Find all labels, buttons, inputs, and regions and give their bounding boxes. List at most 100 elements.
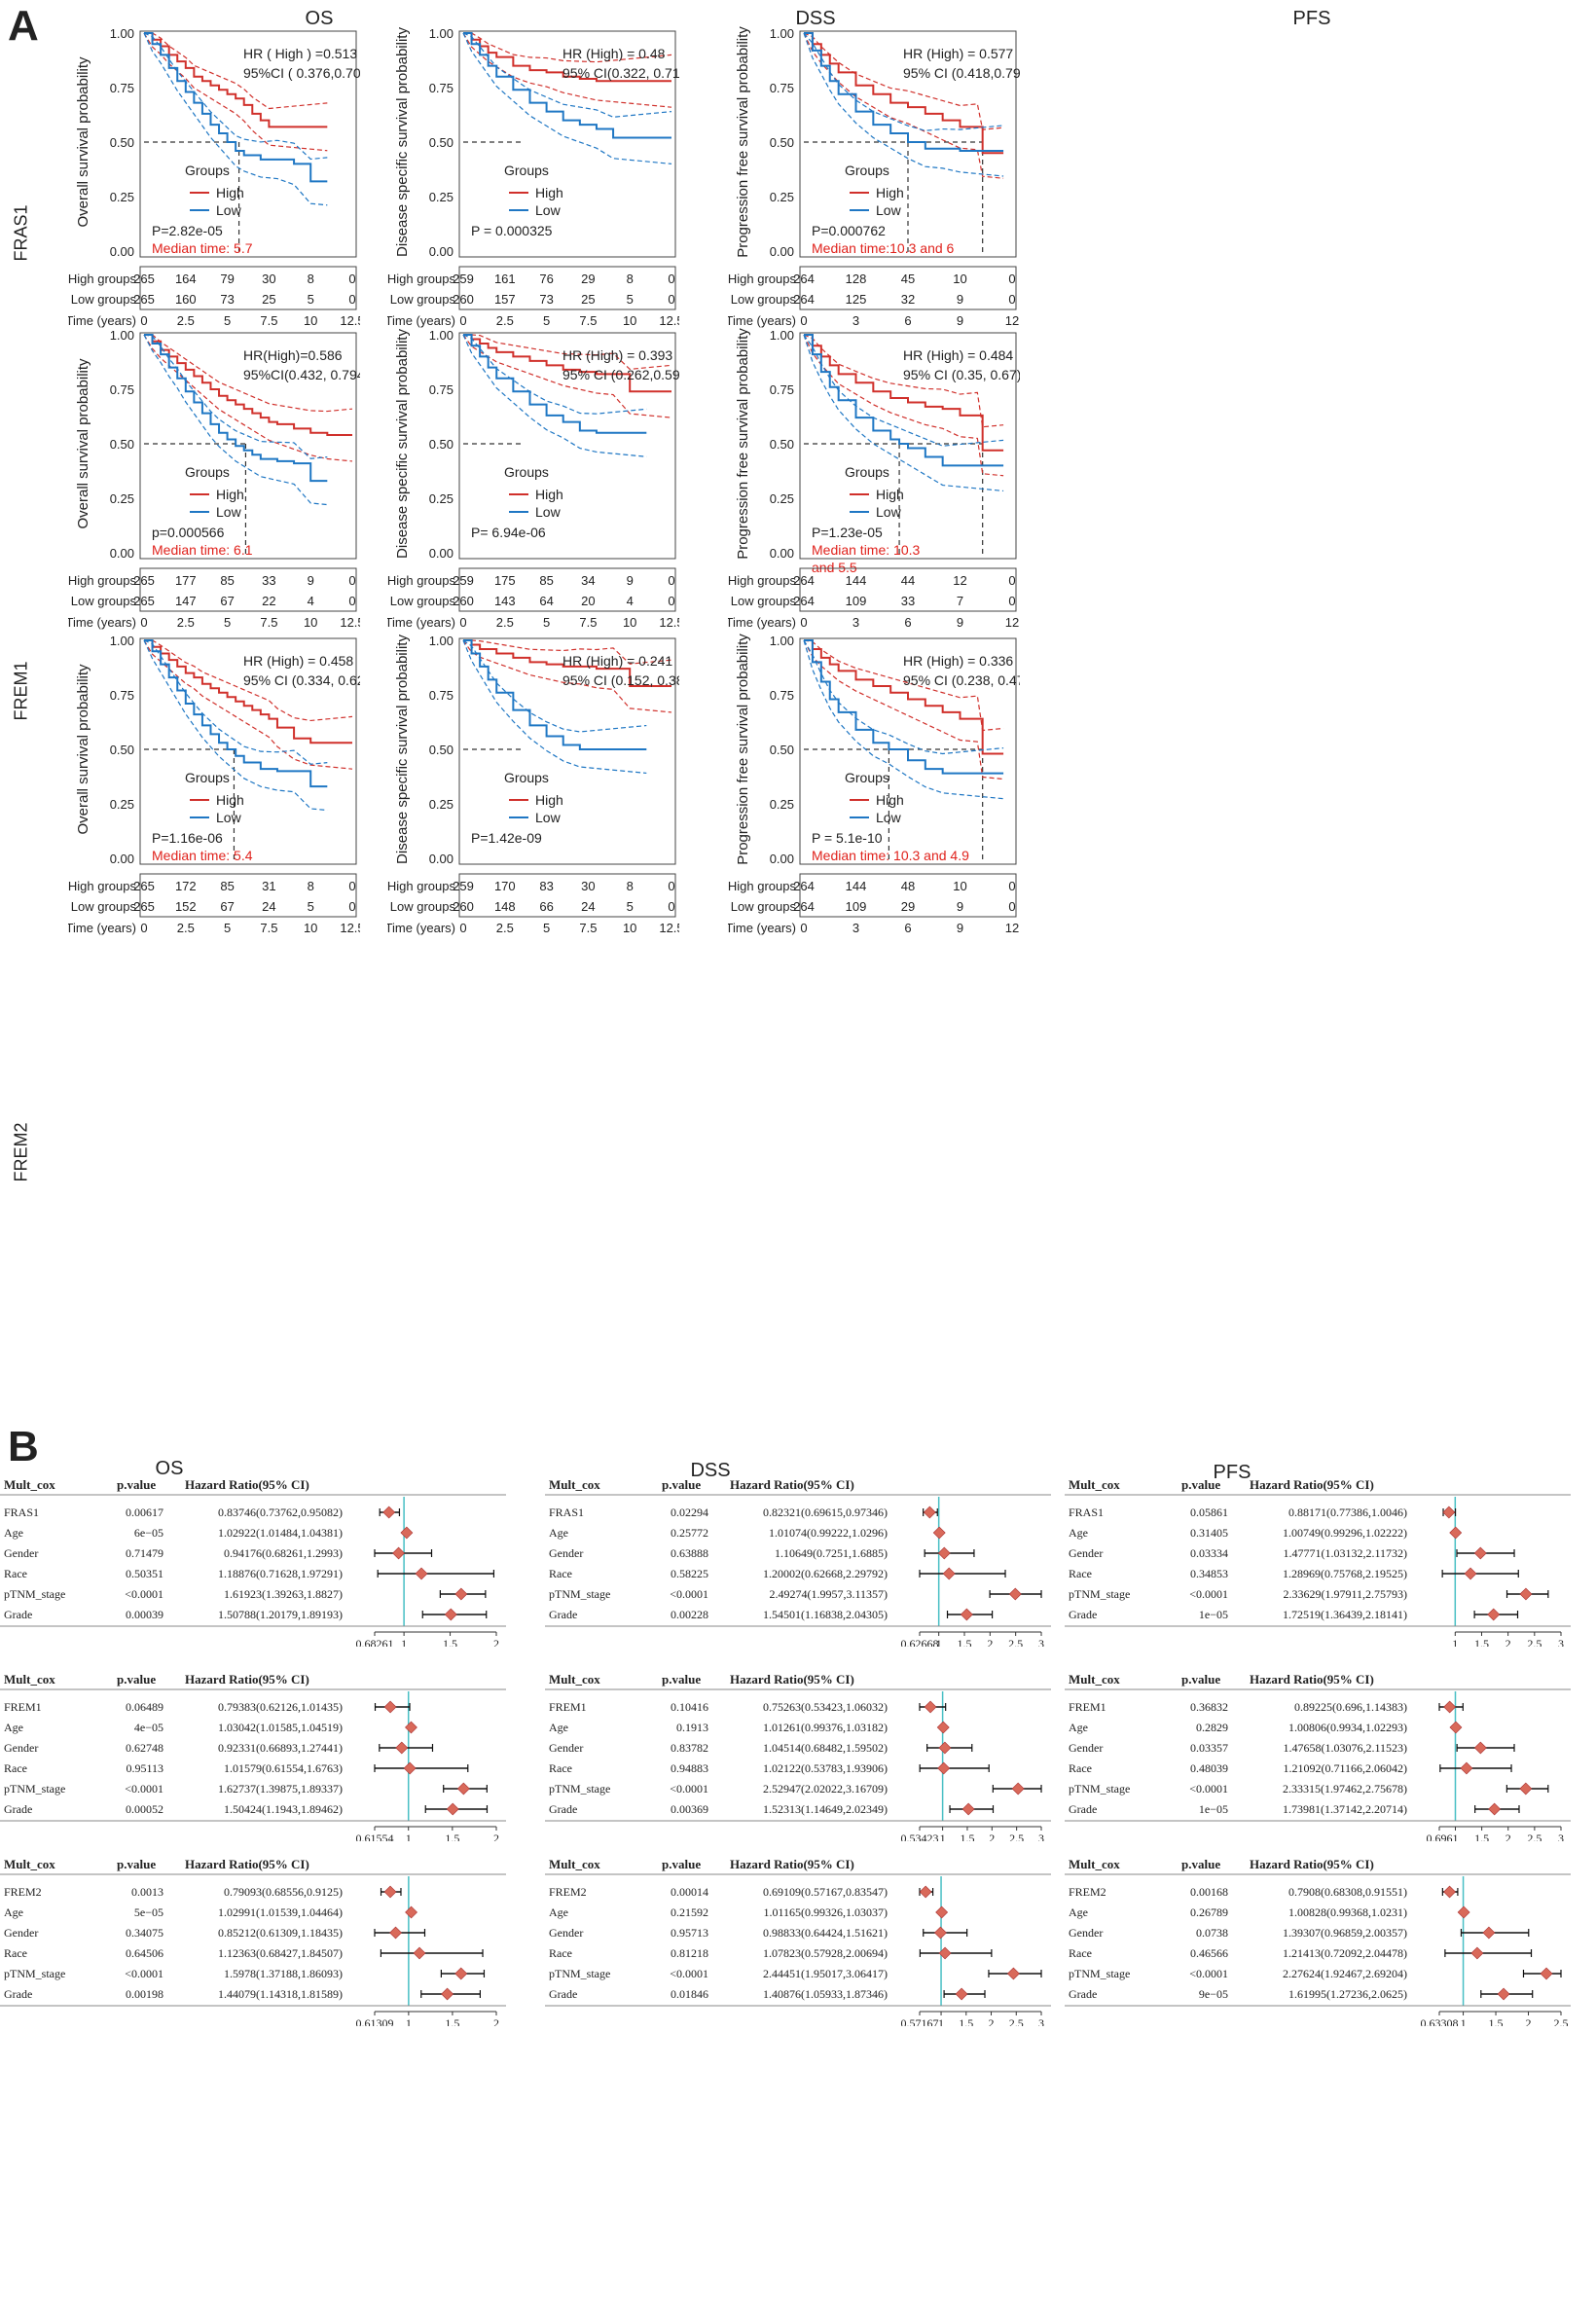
km-risk-low-count: 5 [308,899,314,914]
forest-x-tick-label: 1 [1452,1637,1458,1647]
km-risk-low-count: 0 [348,899,355,914]
forest-variable-label: Grade [1069,1802,1097,1816]
km-plot-3: Overall survival probability 1.00 0.75 0.50… [68,328,360,630]
km-ytick-label: 0.25 [110,797,134,812]
forest-hr-marker [405,1905,417,1919]
km-median-text: Median time: 10.3 and 4.9 [812,848,969,863]
km-xtick-label: 0 [800,921,807,935]
panel-a-title-os: OS [305,8,334,29]
km-ytick-label: 0.50 [110,135,134,150]
km-risk-high-count: 76 [539,272,553,286]
km-xtick-label: 10 [623,921,636,935]
km-risk-table-frame [799,567,1017,612]
forest-hr-marker [383,1885,397,1899]
forest-x-tick-label: 2.5 [1008,1637,1023,1647]
forest-x-tick-label: 2 [987,1637,993,1647]
km-xtick-label: 3 [852,921,859,935]
forest-hr-marker [934,1926,947,1940]
km-ytick-label: 0.75 [770,688,794,703]
forest-x-tick-label: 1.5 [445,1832,459,1841]
forest-hr-text: 1.00828(0.99368,1.0231) [1288,1905,1407,1919]
forest-header-hr: Hazard Ratio(95% CI) [185,1672,309,1687]
km-xtick-label: 3 [852,615,859,630]
km-xlabel: Time (years) [68,921,136,935]
km-risk-low-count: 160 [175,292,197,307]
forest-hr-marker [937,1546,951,1560]
forest-pvalue: 0.2829 [1196,1721,1228,1734]
km-risk-low-count: 260 [453,594,474,608]
km-xlabel: Time (years) [728,313,796,328]
forest-hr-text: 1.54501(1.16838,2.04305) [763,1608,888,1621]
km-risk-low-count: 4 [627,594,634,608]
km-risk-low-label: Low groups [731,292,797,307]
km-risk-high-count: 9 [308,573,314,588]
forest-plot-4: Mult_cox p.value Hazard Ratio(95% CI) FREM1… [545,1672,1051,1841]
forest-x-tick-label: 2 [493,1832,499,1841]
forest-variable-label: pTNM_stage [1069,1782,1130,1796]
km-legend-title: Groups [185,163,230,178]
forest-variable-label: Age [4,1905,23,1919]
forest-variable-label: Race [1069,1761,1092,1775]
forest-hr-marker [1482,1926,1496,1940]
km-plot-2: Progression free survival probability 1.0… [728,26,1020,328]
forest-pvalue: 0.21592 [671,1905,708,1919]
forest-variable-label: FREM2 [1069,1885,1106,1899]
km-ytick-label: 0.75 [429,382,453,397]
km-curve-high [463,639,671,688]
km-pvalue: P=1.42e-09 [471,830,542,846]
km-xtick-label: 7.5 [260,313,277,328]
km-legend-title: Groups [845,163,889,178]
forest-hr-marker [1519,1587,1533,1601]
km-risk-table-frame [139,873,357,918]
forest-header-pvalue: p.value [117,1672,156,1687]
forest-hr-marker [938,1741,952,1755]
km-ytick-label: 1.00 [770,26,794,41]
forest-variable-label: Gender [549,1926,583,1940]
km-risk-low-count: 125 [846,292,867,307]
km-curve-high [144,334,352,437]
panel-b-letter: B [8,1423,39,1470]
km-xtick-label: 2.5 [496,921,514,935]
km-ci-lower-low [803,334,1004,492]
forest-variable-label: Grade [549,1802,577,1816]
km-ylabel: Overall survival probability [75,358,91,529]
km-risk-high-count: 264 [793,272,815,286]
km-risk-low-count: 29 [901,899,915,914]
km-ytick-label: 0.25 [429,797,453,812]
forest-hr-text: 0.79383(0.62126,1.01435) [218,1700,343,1714]
forest-hr-text: 1.01074(0.99222,1.0296) [769,1526,888,1540]
forest-pvalue: 0.00039 [126,1608,163,1621]
forest-variable-label: pTNM_stage [549,1967,610,1980]
forest-hr-text: 2.44451(1.95017,3.06417) [763,1967,888,1980]
forest-variable-label: Race [1069,1567,1092,1580]
forest-x-tick-label: 1 [938,2016,944,2026]
forest-hr-marker [392,1546,406,1560]
km-legend-high-label: High [876,185,904,200]
forest-variable-label: Grade [4,1608,32,1621]
forest-hr-marker [1519,1782,1533,1796]
forest-x-tick-label: 0.63308 [1421,2016,1459,2026]
forest-pvalue: 5e−05 [134,1905,163,1919]
forest-x-tick-label: 2.5 [1009,2016,1024,2026]
km-ytick-label: 0.75 [110,81,134,95]
forest-hr-text: 1.20002(0.62668,2.29792) [763,1567,888,1580]
km-frame [458,30,676,258]
km-risk-high-count: 264 [793,573,815,588]
forest-hr-marker [919,1885,932,1899]
km-xtick-label: 0 [140,615,147,630]
forest-pvalue: 0.31405 [1190,1526,1228,1540]
forest-header-hr: Hazard Ratio(95% CI) [1250,1672,1374,1687]
km-ytick-label: 1.00 [429,26,453,41]
forest-variable-label: Age [1069,1721,1088,1734]
forest-x-tick-label: 1 [1461,2016,1467,2026]
forest-pvalue: <0.0001 [125,1587,163,1601]
forest-pvalue: 0.34075 [126,1926,163,1940]
forest-hr-marker [400,1526,414,1540]
km-pvalue: p=0.000566 [152,525,225,540]
forest-hr-text: 1.39307(0.96859,2.00357) [1283,1926,1407,1940]
km-xtick-label: 12 [1005,921,1019,935]
km-risk-high-count: 164 [175,272,197,286]
km-risk-low-label: Low groups [390,594,456,608]
forest-pvalue: 0.02294 [671,1506,708,1519]
forest-hr-text: 1.02922(1.01484,1.04381) [218,1526,343,1540]
